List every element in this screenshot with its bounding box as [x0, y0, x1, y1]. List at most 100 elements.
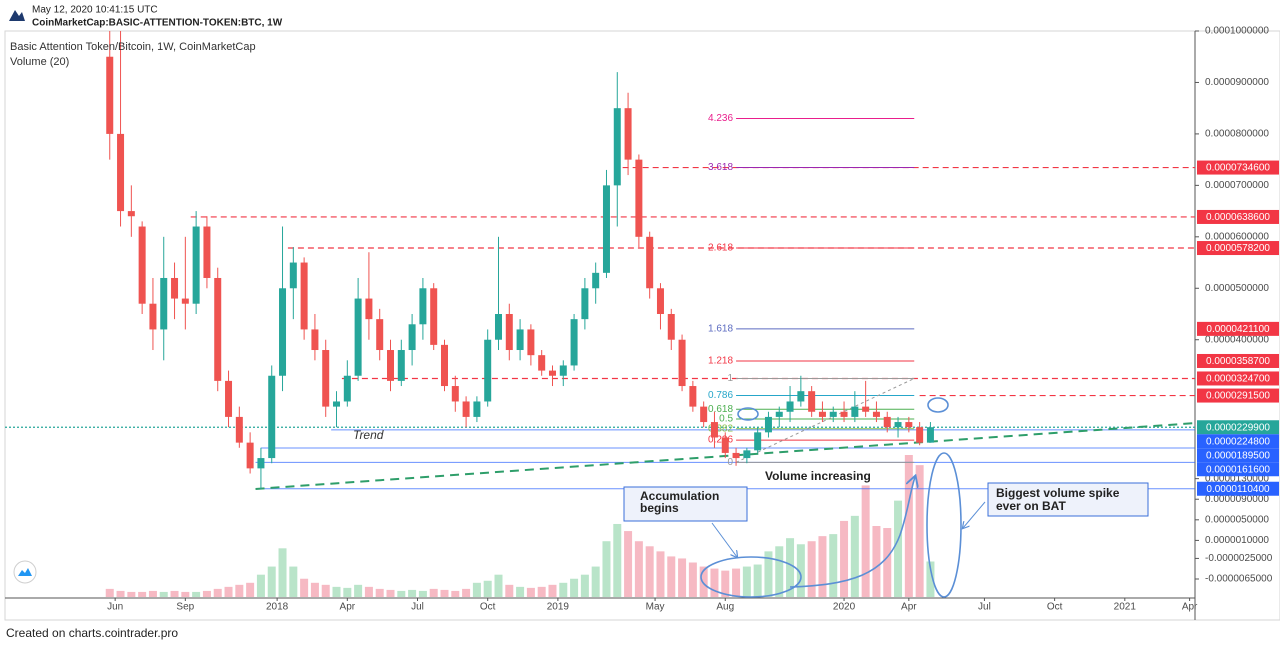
fib-label: 0	[727, 457, 733, 468]
candle-body	[149, 303, 157, 330]
level-label: 0.0000421100	[1206, 324, 1270, 335]
y-tick-label: 0.0000900000	[1205, 77, 1269, 88]
volume-bar	[732, 568, 741, 597]
frame	[4, 30, 1280, 621]
x-tick-label: 2018	[266, 602, 289, 613]
volume-bar	[624, 531, 633, 597]
annotation: ever on BAT	[996, 499, 1066, 513]
candle-body	[203, 226, 211, 278]
candle-body	[171, 277, 179, 299]
candle-body	[419, 288, 427, 325]
candle-body	[635, 159, 643, 237]
volume-bar	[829, 534, 838, 597]
volume-bar	[559, 582, 568, 597]
y-tick-label: 0.0000600000	[1205, 231, 1269, 242]
volume-bar	[246, 582, 255, 597]
volume-bar	[397, 590, 406, 597]
candle-body	[365, 298, 373, 320]
volume-bar	[580, 574, 589, 597]
x-tick-label: Oct	[480, 602, 496, 613]
candle-body	[322, 350, 330, 407]
timestamp: May 12, 2020 10:41:15 UTC	[32, 5, 158, 16]
level-label-bg	[1197, 371, 1279, 386]
toolbar-button[interactable]	[13, 560, 37, 584]
volume-bar	[526, 587, 535, 597]
annotation: Volume increasing	[765, 469, 871, 483]
fib-label: 0.5	[719, 414, 733, 425]
candle-body	[138, 226, 146, 304]
volume-bar	[678, 558, 687, 597]
volume-bar	[354, 584, 363, 597]
volume-bar	[926, 561, 935, 597]
candle-body	[592, 272, 600, 289]
candle-body	[473, 401, 481, 417]
candle-body	[905, 422, 913, 428]
volume-bar	[267, 566, 276, 597]
level-label: 0.0000358700	[1206, 356, 1270, 367]
candle-body	[225, 380, 233, 417]
candle-body	[505, 314, 513, 351]
volume-bar	[181, 591, 190, 597]
x-tick-label: Apr	[340, 602, 356, 613]
volume-bar	[159, 591, 168, 597]
volume-bar	[321, 584, 330, 597]
y-tick-label: 0.0000500000	[1205, 283, 1269, 294]
volume-bar	[688, 562, 697, 597]
volume-bar	[850, 515, 859, 597]
y-tick-label: 0.0000400000	[1205, 334, 1269, 345]
candle-body	[754, 432, 762, 451]
volume-bar	[224, 586, 233, 597]
volume-bar	[375, 588, 384, 597]
fib-label: 2.618	[708, 243, 733, 254]
candle-body	[700, 406, 708, 423]
candle-body	[818, 411, 826, 417]
volume-bar	[721, 570, 730, 597]
level-label: 0.0000224800	[1206, 436, 1270, 447]
volume-bar	[505, 584, 514, 597]
x-tick-label: Apr	[1182, 602, 1198, 613]
y-tick-label: 0.0001000000	[1205, 26, 1269, 37]
candle-body	[786, 401, 794, 412]
candle-body	[257, 458, 265, 469]
candle-body	[667, 314, 675, 340]
volume-bar	[148, 590, 157, 597]
candle-body	[581, 288, 589, 320]
fib-label: 0.786	[708, 390, 733, 401]
candle-body	[548, 370, 556, 376]
candle-body	[376, 319, 384, 351]
level-label: 0.0000638600	[1206, 212, 1270, 223]
annotation: Accumulation	[640, 489, 719, 503]
annotation-box	[623, 486, 748, 522]
volume-bar	[256, 574, 265, 597]
y-tick-label: 0.0000130000	[1205, 473, 1269, 484]
candle-body	[883, 416, 891, 428]
candle-body	[808, 391, 816, 412]
volume-bar	[516, 586, 525, 597]
footer: Created on charts.cointrader.pro	[6, 626, 178, 640]
volume-bar	[429, 588, 438, 597]
y-tick-label: -0.0000025000	[1205, 553, 1273, 564]
volume-bar	[764, 551, 773, 597]
volume-bar	[807, 541, 816, 597]
chart-subtitle: Volume (20)	[10, 56, 69, 68]
x-tick-label: 2019	[547, 602, 570, 613]
volume-bar	[127, 591, 136, 597]
volume-bar	[418, 590, 427, 597]
volume-bar	[494, 574, 503, 597]
level-label: 0.0000578200	[1206, 243, 1270, 254]
volume-bar	[796, 544, 805, 597]
chart-title: Basic Attention Token/Bitcoin, 1W, CoinM…	[10, 41, 256, 53]
volume-bar	[300, 578, 309, 597]
level-label-bg	[1197, 160, 1279, 175]
candle-body	[570, 319, 578, 366]
candle-body	[602, 185, 610, 273]
candle-body	[246, 442, 254, 469]
y-tick-label: 0.0000010000	[1205, 535, 1269, 546]
candle-body	[343, 375, 351, 402]
x-tick-label: Sep	[176, 602, 194, 613]
level-label-bg	[1197, 241, 1279, 256]
symbol: CoinMarketCap:BASIC-ATTENTION-TOKEN:BTC,…	[32, 18, 283, 29]
x-tick-label: Jul	[978, 602, 991, 613]
candle-body	[311, 329, 319, 351]
candle-body	[656, 288, 664, 314]
